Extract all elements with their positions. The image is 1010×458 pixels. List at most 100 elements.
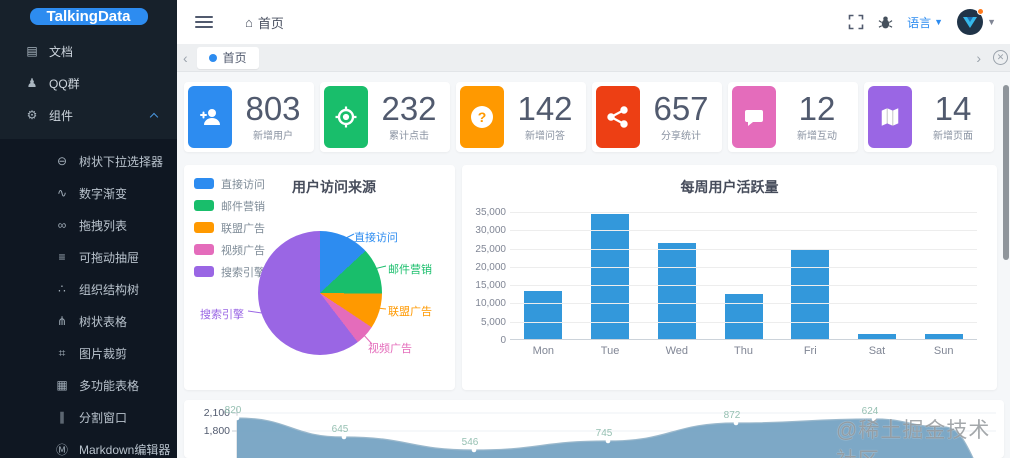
- legend-item[interactable]: 邮件营销: [194, 200, 265, 211]
- hamburger-menu-icon[interactable]: [195, 13, 213, 31]
- home-icon: ⌂: [245, 15, 253, 30]
- chevron-down-icon: ▼: [934, 17, 943, 27]
- stat-cards-row: 803新增用户232累计点击?142新增问答657分享统计12新增互动14新增页…: [184, 82, 994, 152]
- legend-label: 搜索引擎: [221, 264, 265, 280]
- multi-table-icon: ▦: [55, 378, 69, 392]
- close-all-tabs-icon[interactable]: ✕: [993, 50, 1008, 65]
- sidebar-subitem-drag-list[interactable]: ∞拖拽列表: [0, 209, 177, 241]
- tab-bar: ‹ 首页 › ✕: [177, 44, 1010, 72]
- sidebar-subitem-tree-table[interactable]: ⋔ 树状表格: [0, 305, 177, 337]
- pie-label-3: 视频广告: [368, 340, 412, 356]
- docs-icon: ▤: [25, 44, 39, 58]
- bar-chart-card: 每周用户活跃量 05,00010,00015,00020,00025,00030…: [462, 165, 997, 390]
- sidebar-item-label: 树状表格: [79, 313, 127, 330]
- stat-card: ? 142新增问答: [456, 82, 586, 152]
- bar-x-label: Sat: [844, 345, 911, 357]
- sidebar-subitem-multi-table[interactable]: ▦多功能表格: [0, 369, 177, 401]
- bar-y-tick-label: 0: [464, 335, 506, 346]
- gridline: [510, 230, 977, 231]
- app-root: TalkingData ▤ 文档 ♟ QQ群 ⚙组件 ⊖树状下拉选择器∿数字渐变∞拖拽列…: [0, 0, 1010, 458]
- sidebar-subitem-split-pane[interactable]: ∥分割窗口: [0, 401, 177, 433]
- bar-y-tick-label: 10,000: [464, 298, 506, 309]
- sidebar-subitem-tree-select[interactable]: ⊖树状下拉选择器: [0, 145, 177, 177]
- legend-item[interactable]: 直接访问: [194, 178, 265, 189]
- sidebar-item-components[interactable]: ⚙组件: [0, 99, 177, 131]
- fullscreen-icon[interactable]: [848, 14, 864, 30]
- qq-icon: ♟: [25, 76, 39, 90]
- bug-icon[interactable]: [878, 15, 893, 30]
- legend-label: 视频广告: [221, 242, 265, 258]
- notification-dot: [977, 8, 984, 15]
- header: ⌂ 首页 语言 ▼: [177, 0, 1010, 44]
- header-actions: 语言 ▼ ▼: [848, 9, 996, 35]
- legend-swatch: [194, 266, 214, 277]
- tree-table-icon: ⋔: [55, 314, 69, 328]
- question-icon: ?: [460, 86, 504, 148]
- language-dropdown[interactable]: 语言 ▼: [907, 14, 943, 31]
- legend-swatch: [194, 178, 214, 189]
- sidebar-item-label: 分割窗口: [79, 409, 127, 426]
- sidebar-item-label: 组件: [49, 107, 73, 124]
- watermark: @稀土掘金技术社区: [836, 414, 1010, 458]
- drag-list-icon: ∞: [55, 218, 69, 232]
- chat-icon: [732, 86, 776, 148]
- sidebar-subitem-org-tree[interactable]: ∴组织结构树: [0, 273, 177, 305]
- bar-y-tick-label: 25,000: [464, 244, 506, 255]
- sidebar-subitem-image-crop[interactable]: ⌗图片裁剪: [0, 337, 177, 369]
- stat-label: 新增问答: [525, 127, 565, 142]
- chevron-down-icon: ▼: [987, 17, 996, 27]
- stat-value: 142: [517, 92, 572, 126]
- tab-label: 首页: [223, 49, 247, 66]
- sidebar-subitem-markdown-editor[interactable]: Ⓜ Markdown编辑器: [0, 433, 177, 458]
- bar-x-label: Mon: [510, 345, 577, 357]
- stat-card-body: 14新增页面: [912, 82, 994, 152]
- bar: [925, 334, 963, 339]
- drawer-icon: ≡: [55, 250, 69, 264]
- tabs-scroll-right-icon[interactable]: ›: [970, 50, 987, 66]
- org-tree-icon: ∴: [55, 282, 69, 296]
- bar-y-tick-label: 5,000: [464, 317, 506, 328]
- bar: [725, 294, 763, 339]
- stat-label: 新增互动: [797, 127, 837, 142]
- bar-chart-title: 每周用户活跃量: [462, 177, 997, 197]
- markdown-icon: Ⓜ: [55, 441, 69, 458]
- user-menu[interactable]: ▼: [957, 9, 996, 35]
- sidebar-item-label: QQ群: [49, 75, 80, 92]
- sidebar-subitem-number-transition[interactable]: ∿数字渐变: [0, 177, 177, 209]
- gridline: [510, 322, 977, 323]
- legend-swatch: [194, 222, 214, 233]
- pie-chart: [258, 231, 382, 355]
- svg-text:645: 645: [332, 424, 349, 435]
- stat-label: 新增用户: [253, 127, 293, 142]
- sidebar-item-label: Markdown编辑器: [79, 441, 170, 458]
- gridline: [510, 303, 977, 304]
- pie-label-1: 邮件营销: [388, 261, 432, 277]
- sidebar-subitem-draggable-drawer[interactable]: ≡可拖动抽屉: [0, 241, 177, 273]
- tree-select-icon: ⊖: [55, 154, 69, 168]
- legend-item[interactable]: 联盟广告: [194, 222, 265, 233]
- legend-item[interactable]: 视频广告: [194, 244, 265, 255]
- active-tab-dot: [209, 54, 217, 62]
- legend-item[interactable]: 搜索引擎: [194, 266, 265, 277]
- sidebar-item-label: 文档: [49, 43, 73, 60]
- legend-label: 联盟广告: [221, 220, 265, 236]
- pie-chart-card: 用户访问来源 直接访问邮件营销联盟广告视频广告搜索引擎 直接访问邮件营销联盟广告…: [184, 165, 455, 390]
- bar-x-label: Tue: [577, 345, 644, 357]
- legend-swatch: [194, 244, 214, 255]
- pie-label-0: 直接访问: [354, 229, 398, 245]
- vertical-scrollbar[interactable]: [1003, 85, 1009, 260]
- stat-value: 803: [245, 92, 300, 126]
- sidebar-item-qq-group[interactable]: ♟ QQ群: [0, 67, 177, 99]
- stat-card: 12新增互动: [728, 82, 858, 152]
- bar-x-label: Fri: [777, 345, 844, 357]
- svg-text:872: 872: [724, 410, 741, 421]
- bar-chart-plot: [510, 212, 977, 340]
- sidebar-item-label: 图片裁剪: [79, 345, 127, 362]
- language-label: 语言: [907, 14, 931, 31]
- sidebar-item-docs[interactable]: ▤ 文档: [0, 35, 177, 67]
- tab-home[interactable]: 首页: [197, 47, 259, 69]
- breadcrumb[interactable]: ⌂ 首页: [245, 13, 284, 32]
- tabs-scroll-left-icon[interactable]: ‹: [177, 50, 194, 66]
- svg-text:820: 820: [225, 405, 242, 416]
- logo[interactable]: TalkingData: [30, 8, 148, 25]
